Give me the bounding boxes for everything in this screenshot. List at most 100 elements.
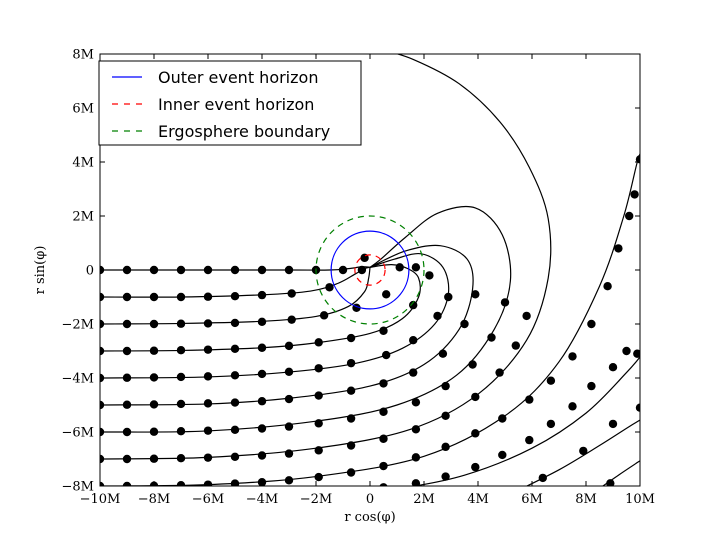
trajectory-point: [319, 311, 329, 320]
horizon-group: [315, 215, 425, 325]
outer-event-horizon-circle: [330, 230, 410, 310]
trajectory-point: [230, 291, 240, 301]
trajectory-point: [230, 398, 240, 407]
trajectory-point: [346, 414, 356, 423]
x-tick-label: 2M: [413, 492, 435, 507]
trajectory-point: [257, 369, 267, 379]
trajectory-point: [471, 462, 480, 472]
trajectory-point: [425, 271, 434, 280]
trajectory-point: [546, 419, 556, 429]
x-tick-label: −8M: [138, 492, 170, 507]
trajectory-point: [149, 319, 159, 329]
trajectory-point: [176, 372, 186, 382]
trajectory-point: [511, 341, 520, 350]
trajectory-point: [525, 435, 534, 445]
inner-event-horizon-circle: [354, 254, 386, 286]
trajectory-point: [257, 290, 267, 300]
trajectory-point: [230, 425, 240, 435]
trajectory-point: [411, 398, 421, 407]
trajectory-group: [100, 54, 640, 486]
trajectory-point: [314, 446, 323, 455]
trajectory-point: [409, 300, 418, 310]
trajectory-point: [203, 292, 213, 301]
trajectory-point: [176, 292, 186, 302]
trajectory-point: [411, 263, 421, 272]
trajectory-point: [411, 479, 421, 486]
y-axis-label: r sin(φ): [33, 246, 48, 295]
trajectory-point: [409, 368, 418, 377]
trajectory-point: [438, 349, 448, 358]
trajectory-point: [100, 481, 105, 486]
x-tick-label: 0: [366, 492, 374, 507]
x-tick-label: −10M: [80, 492, 121, 507]
trajectory-point: [468, 360, 477, 369]
trajectory-point: [287, 315, 296, 324]
trajectory-point: [230, 479, 240, 486]
trajectory-point: [587, 319, 596, 329]
trajectory-point: [149, 400, 159, 409]
trajectory-point: [284, 394, 294, 404]
trajectory-point: [608, 363, 618, 372]
trajectory-point: [325, 283, 334, 292]
y-tick-label: 6M: [72, 102, 94, 117]
trajectory-point: [149, 454, 159, 463]
trajectory-point: [498, 414, 507, 423]
trajectory-point: [230, 318, 240, 328]
trajectory-point: [284, 422, 294, 431]
trajectory-point: [257, 343, 267, 352]
trajectory-point: [122, 481, 132, 486]
x-tick-label: 10M: [625, 492, 655, 507]
x-axis-label: r cos(φ): [344, 510, 395, 525]
trajectory-point: [203, 426, 213, 435]
y-tick-label: −8M: [62, 480, 94, 495]
x-tick-label: −6M: [192, 492, 224, 507]
trajectory-point: [100, 400, 105, 410]
trajectory-point: [379, 434, 388, 443]
trajectory-line-3: [100, 263, 421, 352]
trajectory-point: [441, 442, 450, 452]
trajectory-point: [230, 344, 240, 354]
trajectory-point: [635, 155, 640, 164]
trajectory-point: [346, 468, 356, 477]
trajectory-point: [471, 429, 480, 438]
trajectory-point: [546, 376, 556, 385]
trajectory-point: [176, 453, 186, 463]
trajectory-point: [149, 292, 159, 302]
trajectory-point: [633, 349, 640, 358]
x-tick-label: 8M: [575, 492, 597, 507]
trajectory-line-11: [601, 460, 640, 486]
legend-label-outer-horizon: Outer event horizon: [158, 68, 318, 87]
y-tick-label: −6M: [62, 426, 94, 441]
trajectory-point: [471, 392, 480, 402]
trajectory-point: [587, 381, 596, 391]
trajectory-point: [379, 379, 388, 388]
trajectory-point: [608, 419, 618, 429]
trajectory-point: [122, 319, 132, 329]
trajectory-point: [411, 425, 421, 434]
trajectory-point: [149, 265, 159, 275]
trajectory-line-8: [100, 152, 640, 486]
trajectory-point: [257, 451, 267, 460]
trajectory-point: [284, 341, 294, 351]
trajectory-line-5: [100, 244, 474, 406]
trajectory-point: [568, 352, 577, 361]
trajectory-point: [622, 346, 631, 356]
trajectory-point: [149, 427, 159, 436]
trajectory-point: [379, 326, 388, 335]
trajectory-point: [314, 391, 323, 400]
trajectory-point: [257, 397, 267, 406]
trajectory-point: [382, 350, 391, 360]
trajectory-point: [444, 292, 453, 302]
trajectory-point: [100, 454, 105, 464]
trajectory-point: [203, 319, 213, 328]
y-tick-label: 4M: [72, 156, 94, 171]
trajectory-point: [500, 298, 510, 307]
trajectory-point: [203, 265, 213, 275]
trajectory-point: [176, 480, 186, 486]
trajectory-point: [379, 407, 388, 416]
trajectory-point: [346, 441, 356, 450]
trajectory-point: [176, 345, 186, 355]
trajectory-point: [441, 472, 450, 481]
legend-label-inner-horizon: Inner event horizon: [158, 95, 314, 114]
y-tick-label: 2M: [72, 210, 94, 225]
